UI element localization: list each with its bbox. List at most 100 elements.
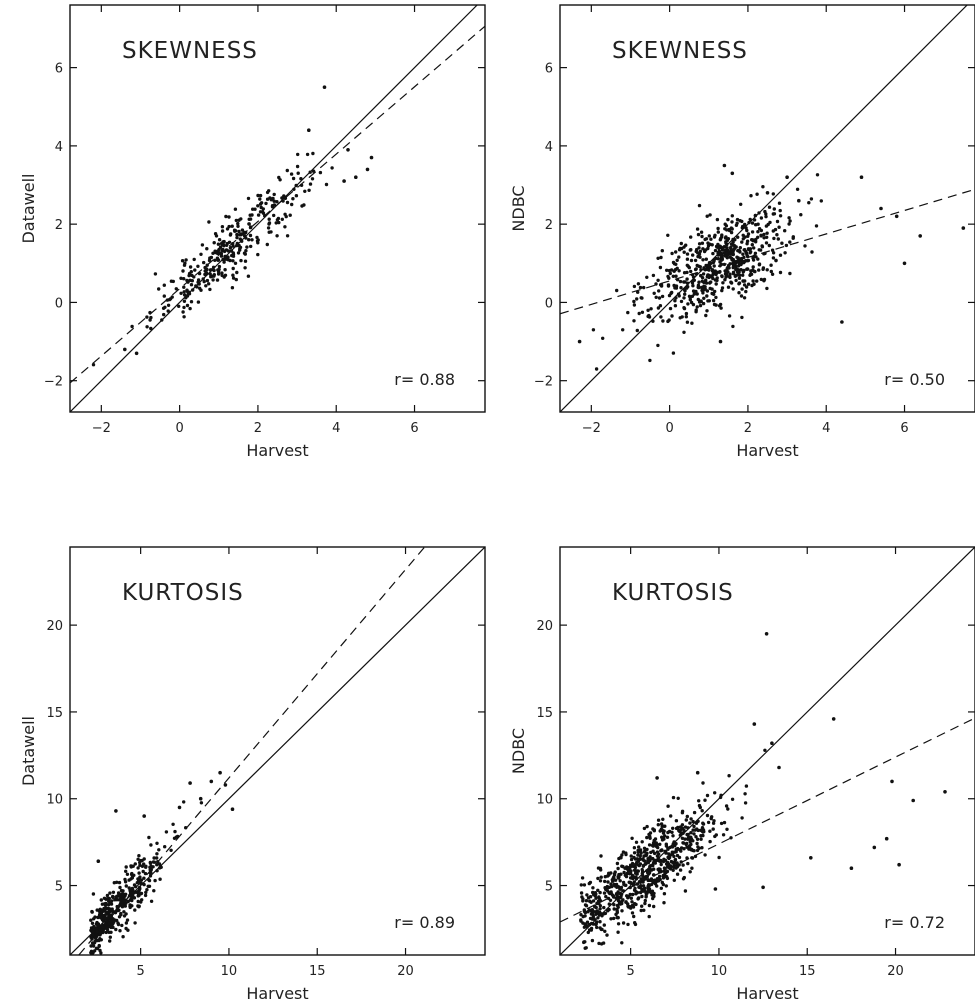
panel-1-point [182,305,186,310]
panel-1-point [248,233,253,238]
panel-2-point [682,245,686,249]
panel-3-point [97,944,101,948]
panel-3-point [104,901,108,906]
panel-1-point [166,309,170,313]
panel-4-point [616,915,620,920]
panel-3-point [105,927,110,932]
panel-1-point [226,249,231,253]
panel-2-point [594,367,599,371]
panel-1-point [220,271,224,275]
panel-3-point [199,801,204,805]
panel-4-point [672,878,676,882]
panel-2-point [762,252,766,256]
panel-4-point [655,850,660,854]
panel-4-y-tick-label: 20 [536,619,553,634]
panel-4-point [637,845,641,849]
panel-4-point [660,880,664,885]
panel-4-point [665,869,670,874]
panel-4-outlier-point [897,862,901,867]
panel-2-outlier-point [894,214,899,219]
panel-2-point [780,241,784,245]
panel-4-point [596,916,600,920]
panel-3-point [118,897,122,901]
panel-2-point [730,220,734,224]
panel-4-point [587,928,592,932]
panel-2-marks [560,5,975,412]
panel-3-point [90,909,94,914]
panel-4-point [586,896,591,900]
panel-3-point [115,880,119,884]
panel-4-point [603,929,607,933]
panel-3-point [152,860,157,864]
panel-4-point [594,912,598,916]
panel-4-point [674,842,678,846]
panel-1-point [318,170,323,175]
panel-4-point [666,804,670,808]
panel-4-point [643,901,647,906]
panel-4-point [719,793,723,797]
panel-4-point [628,872,632,876]
panel-2-point [659,255,663,260]
panel-1-point [228,233,233,237]
panel-4-point [607,871,611,875]
panel-3-point [99,924,104,929]
panel-1-point [234,218,238,223]
panel-4-point [647,843,652,847]
panel-4-point [621,898,625,902]
panel-1-point [221,247,225,252]
panel-1-point [224,257,228,261]
panel-2-point [759,233,763,237]
panel-1-point [179,276,183,280]
panel-3-x-tick-label: 20 [397,964,414,979]
panel-2-point [689,258,694,263]
panel-1-point [310,177,315,181]
panel-4-point [681,841,686,845]
panel-2-point [688,295,692,300]
panel-2-point [675,266,679,270]
panel-2-point [685,270,689,275]
panel-4-point [606,880,610,884]
panel-4-point [652,904,656,909]
panel-2-point [787,222,791,226]
panel-3-marks [70,547,485,955]
panel-4-point [594,896,598,900]
panel-4-point [598,910,602,914]
panel-1-point [222,239,226,244]
panel-4-point [660,828,665,832]
panel-4-point [694,835,698,839]
panel-1-outlier-point [134,351,139,356]
panel-4-point [727,774,731,778]
panel-4-point [705,813,710,818]
panel-2-point [712,292,716,296]
panel-1-point [295,164,300,169]
panel-3-point [127,878,131,882]
panel-3-point [136,894,140,898]
panel-4-point [579,891,584,895]
panel-4-point [662,866,667,870]
panel-1-x-tick-label: 6 [410,421,418,436]
panel-3-point [147,884,152,888]
panel-1-point [231,273,235,277]
panel-2-point [709,237,713,241]
panel-3-point [105,910,109,915]
panel-4-point [632,846,637,850]
panel-1-point [189,300,194,304]
panel-2-point [677,255,681,259]
panel-4-point [711,827,715,831]
panel-2-point [765,286,769,291]
panel-2-point [685,281,690,285]
panel-1-point [247,217,251,221]
panel-4-point [743,801,748,805]
panel-2-point [762,236,766,240]
panel-2-point [756,222,760,226]
panel-3-point [141,869,145,874]
panel-2-y-tick-label: 2 [545,218,553,233]
panel-3-point [138,860,142,865]
panel-3-point [99,915,103,920]
panel-2-point [648,358,652,363]
panel-3-point [149,899,154,903]
panel-3-frame [69,546,486,956]
panel-2-point [725,266,730,270]
panel-4-point [592,961,595,964]
panel-4-point [664,884,668,888]
